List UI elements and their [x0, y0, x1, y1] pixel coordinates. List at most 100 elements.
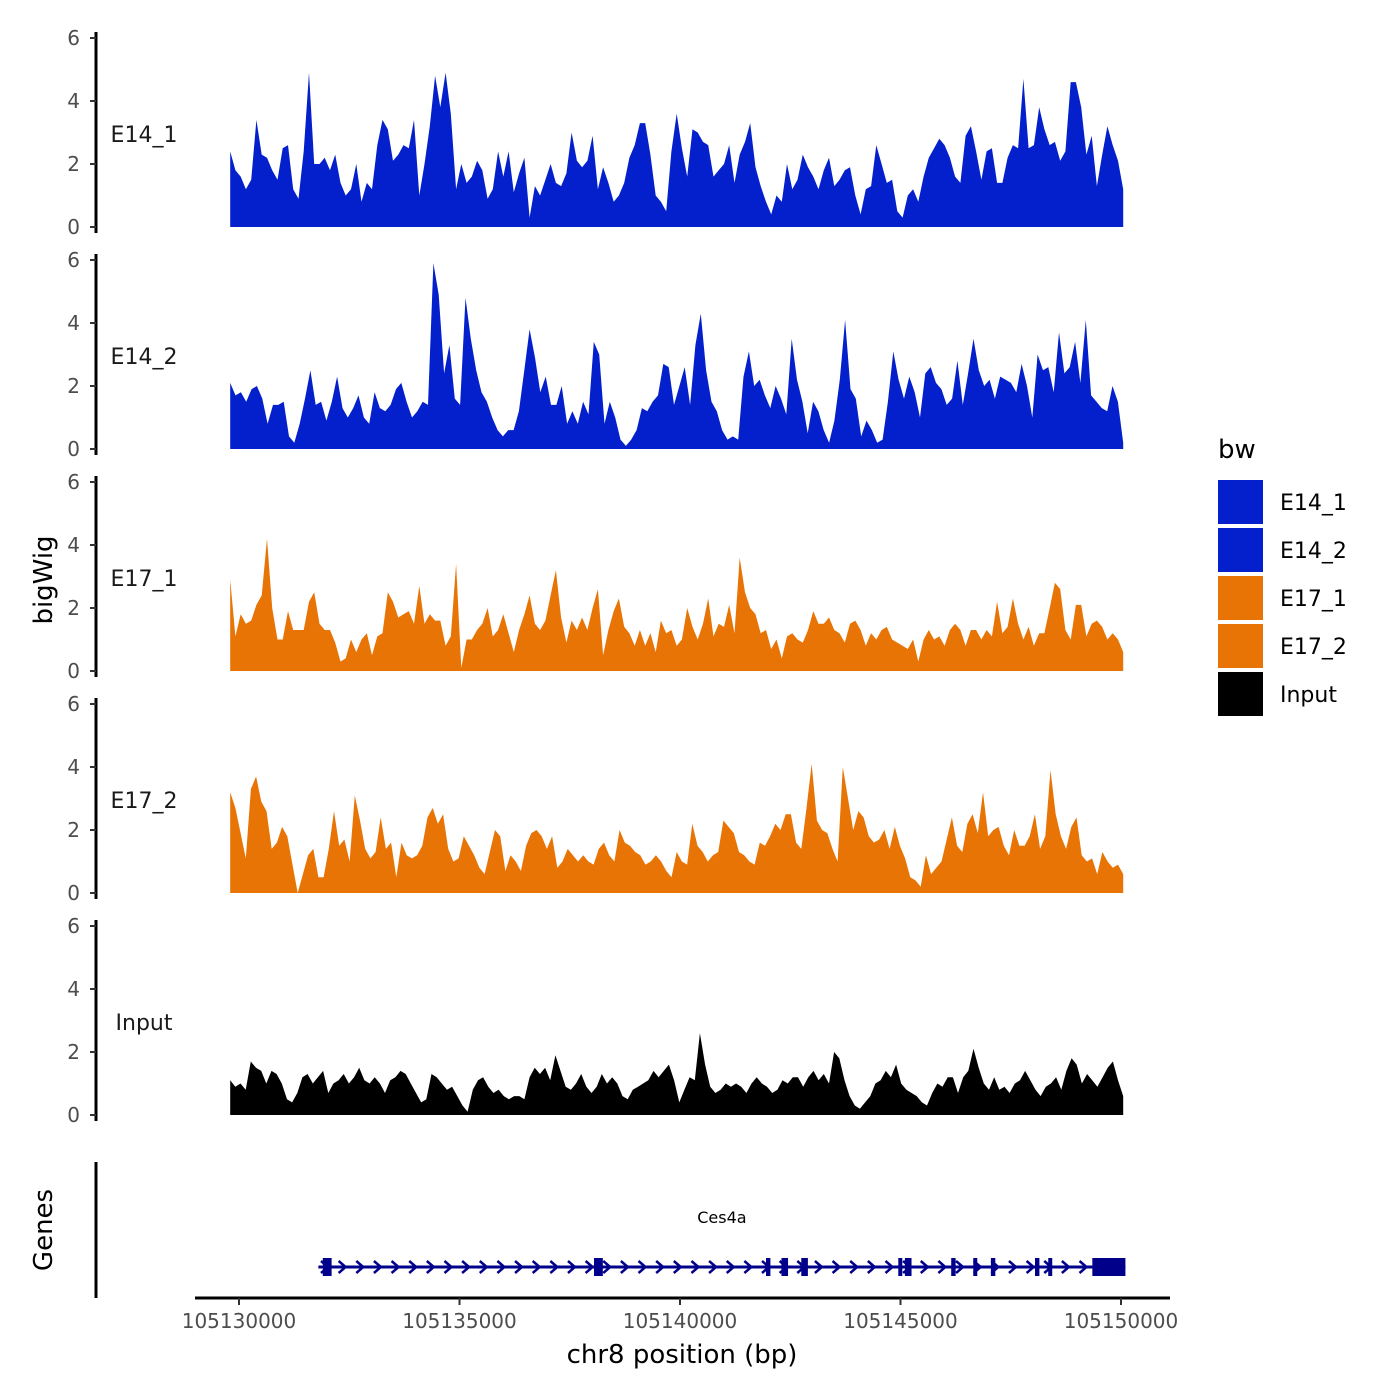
x-axis: 105130000 105135000 105140000 105145000 1051… [182, 1296, 1179, 1333]
strand-arrow-icon [602, 1260, 613, 1274]
gene-exon [1048, 1258, 1053, 1276]
strand-arrow-icon [725, 1260, 736, 1274]
strand-arrow-icon [390, 1260, 401, 1274]
legend-swatch-e14-1 [1218, 480, 1263, 524]
strand-arrow-icon [337, 1260, 348, 1274]
y-tick-label: 0 [67, 659, 80, 683]
y-tick-label: 0 [67, 1103, 80, 1127]
gene-label: Ces4a [697, 1208, 746, 1227]
y-tick-label: 6 [67, 248, 80, 272]
strand-arrow-icon [867, 1260, 877, 1274]
legend-label-e17-2: E17_2 [1280, 635, 1347, 660]
strand-arrow-icon [514, 1260, 524, 1274]
legend-swatch-e17-1 [1218, 576, 1263, 620]
x-tick-label: 105145000 [843, 1309, 958, 1333]
strand-arrow-icon [531, 1260, 542, 1274]
gene-exon [898, 1258, 903, 1276]
area-series-e14-2 [230, 263, 1124, 449]
y-axis-title: bigWig [29, 535, 59, 624]
legend-label-e14-2: E14_2 [1280, 539, 1347, 564]
gene-exon [973, 1258, 978, 1276]
gene-exon [1035, 1258, 1040, 1276]
y-tick-label: 2 [67, 596, 80, 620]
strand-arrow-icon [1008, 1260, 1018, 1274]
strand-arrow-icon [1061, 1260, 1071, 1274]
track-panel-input: 0 2 4 6 Input [67, 914, 1124, 1127]
y-tick-label: 4 [67, 755, 80, 779]
track-panel-e14-1: 0 2 4 6 E14_1 [67, 26, 1124, 239]
strand-arrow-icon [955, 1260, 965, 1274]
strand-arrow-icon [919, 1260, 930, 1274]
x-axis-title: chr8 position (bp) [567, 1340, 798, 1370]
track-label-input: Input [116, 1011, 173, 1036]
y-tick-label: 0 [67, 437, 80, 461]
strand-arrow-icon [637, 1260, 648, 1274]
x-tick-label: 105135000 [402, 1309, 517, 1333]
area-series-e17-2 [230, 763, 1124, 893]
track-label-e17-1: E17_1 [111, 567, 178, 592]
y-tick-label: 2 [67, 1040, 80, 1064]
strand-arrow-icon [814, 1260, 824, 1274]
strand-arrow-icon [373, 1260, 383, 1274]
legend-swatch-e14-2 [1218, 528, 1263, 572]
y-tick-label: 0 [67, 215, 80, 239]
strand-arrow-icon [443, 1260, 454, 1274]
track-label-e14-2: E14_2 [111, 345, 178, 370]
strand-arrow-icon [672, 1260, 683, 1274]
y-tick-label: 4 [67, 89, 80, 113]
y-tick-label: 4 [67, 311, 80, 335]
area-series-input [230, 1033, 1124, 1115]
strand-arrow-icon [408, 1260, 419, 1274]
legend-label-input: Input [1280, 683, 1337, 708]
strand-arrow-icon [549, 1260, 560, 1274]
strand-arrow-icon [655, 1260, 666, 1274]
strand-arrow-icon [496, 1260, 507, 1274]
x-tick-label: 105130000 [182, 1309, 297, 1333]
strand-arrow-icon [690, 1260, 701, 1274]
y-tick-label: 4 [67, 533, 80, 557]
y-tick-label: 6 [67, 914, 80, 938]
y-tick-label: 6 [67, 692, 80, 716]
strand-arrow-icon [478, 1260, 489, 1274]
area-series-e17-1 [230, 538, 1124, 671]
strand-arrow-icon [849, 1260, 860, 1274]
y-tick-label: 2 [67, 818, 80, 842]
strand-arrow-icon [461, 1260, 472, 1274]
y-tick-label: 6 [67, 470, 80, 494]
strand-arrow-icon [708, 1260, 718, 1274]
strand-arrow-icon [743, 1260, 754, 1274]
legend-label-e17-1: E17_1 [1280, 587, 1347, 612]
gene-exon [322, 1258, 332, 1276]
strand-arrow-icon [584, 1260, 595, 1274]
y-tick-label: 6 [67, 26, 80, 50]
y-tick-label: 4 [67, 977, 80, 1001]
strand-arrow-icon [831, 1260, 842, 1274]
x-tick-label: 105150000 [1064, 1309, 1179, 1333]
area-series-e14-1 [230, 72, 1124, 227]
legend-swatch-e17-2 [1218, 624, 1263, 668]
strand-arrow-icon [884, 1260, 895, 1274]
strand-arrow-icon [1025, 1260, 1036, 1274]
legend-title: bw [1218, 435, 1256, 465]
y-tick-label: 0 [67, 881, 80, 905]
strand-arrow-icon [620, 1260, 630, 1274]
gene-exon [904, 1258, 912, 1276]
strand-arrow-icon [937, 1260, 948, 1274]
strand-arrow-icon [426, 1260, 436, 1274]
track-panel-e14-2: 0 2 4 6 E14_2 [67, 248, 1124, 461]
y-tick-label: 2 [67, 152, 80, 176]
gene-panel: Genes Ces4a [29, 1162, 1126, 1298]
gene-exon [1092, 1258, 1126, 1276]
strand-arrow-icon [355, 1260, 366, 1274]
track-label-e17-2: E17_2 [111, 789, 178, 814]
legend: bw E14_1 E14_2 E17_1 E17_2 Input [1218, 435, 1347, 716]
x-tick-label: 105140000 [623, 1309, 738, 1333]
gene-exon [990, 1258, 996, 1276]
strand-arrow-icon [1078, 1260, 1089, 1274]
track-panel-e17-2: 0 2 4 6 E17_2 [67, 692, 1124, 905]
gene-panel-title: Genes [29, 1189, 59, 1271]
legend-swatch-input [1218, 672, 1263, 716]
strand-arrow-icon [567, 1260, 577, 1274]
gene-exon [801, 1258, 808, 1276]
